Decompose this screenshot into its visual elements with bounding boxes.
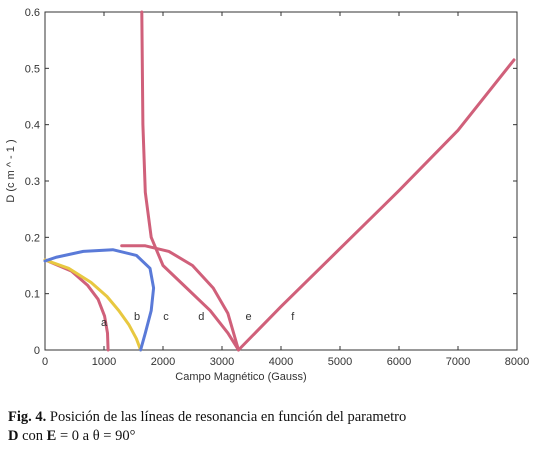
x-tick-label: 2000: [151, 356, 175, 368]
series-line-e: [120, 244, 240, 352]
y-tick-label: 0.1: [25, 289, 40, 301]
plot-frame: [44, 11, 518, 351]
x-tick-label: 8000: [505, 356, 529, 368]
y-axis-title: D (c m ^ - 1 ): [5, 139, 17, 202]
chart-axes: 0 1000 2000 3000 4000 5000 6000 7000 8000 0 0.1 0.2…: [25, 7, 530, 368]
y-tick-label: 0.3: [25, 176, 40, 188]
x-tick-label: 0: [42, 356, 48, 368]
series-line-b: [43, 258, 143, 352]
chart-series: [43, 10, 516, 352]
x-tick-label: 7000: [446, 356, 470, 368]
caption-text-with: con: [18, 428, 47, 444]
curve-label-c: c: [163, 311, 169, 323]
x-tick-label: 6000: [387, 356, 411, 368]
x-axis-title: Campo Magnético (Gauss): [175, 371, 306, 383]
series-line-d: [140, 10, 240, 352]
y-tick-label: 0.4: [25, 120, 40, 132]
curve-label-b: b: [134, 311, 140, 323]
x-tick-label: 1000: [92, 356, 116, 368]
series-line-f: [237, 58, 516, 352]
y-tick-label: 0.6: [25, 7, 40, 19]
x-tick-label: 4000: [269, 356, 293, 368]
x-tick-label: 5000: [328, 356, 352, 368]
curve-label-e: e: [245, 311, 251, 323]
caption-symbol-d: D: [8, 428, 19, 444]
chart: 0 1000 2000 3000 4000 5000 6000 7000 8000 0 0.1 0.2…: [5, 7, 530, 383]
chart-curve-labels: a b c d e f: [101, 311, 295, 329]
caption-figure-number: Fig. 4.: [8, 409, 47, 425]
series-line-c: [43, 248, 156, 352]
caption-text-condition: = 0 a θ = 90°: [56, 428, 136, 444]
caption-symbol-e: E: [46, 428, 57, 444]
figure-caption: Fig. 4. Posición de las líneas de resona…: [8, 408, 538, 446]
x-tick-label: 3000: [210, 356, 234, 368]
y-tick-label: 0.5: [25, 63, 40, 75]
curve-label-d: d: [198, 311, 204, 323]
curve-label-f: f: [291, 311, 295, 323]
y-tick-label: 0: [34, 345, 40, 357]
caption-text: Posición de las líneas de resonancia en …: [46, 409, 407, 425]
curve-label-a: a: [101, 317, 108, 329]
y-tick-label: 0.2: [25, 232, 40, 244]
